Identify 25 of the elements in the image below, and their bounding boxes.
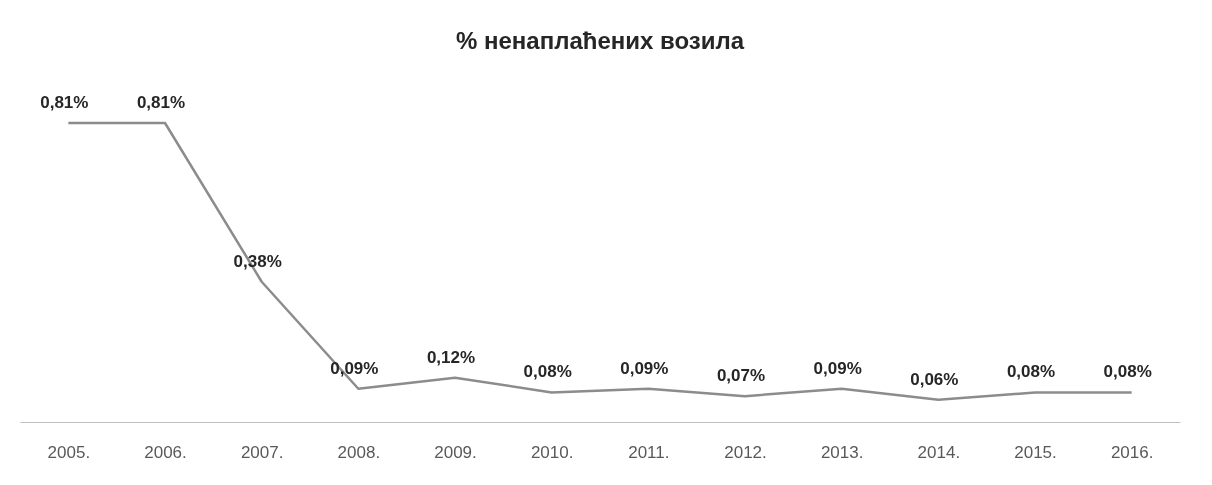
x-tick-label: 2007. bbox=[240, 442, 284, 462]
data-label: 0,81% bbox=[136, 93, 186, 112]
x-tick-label: 2010. bbox=[530, 442, 574, 462]
chart-title: % ненаплаћених возила bbox=[455, 27, 745, 54]
data-label: 0,09% bbox=[620, 358, 669, 378]
x-tick-label: 2006. bbox=[144, 442, 187, 462]
x-tick-label: 2009. bbox=[434, 442, 477, 462]
data-label: 0,38% bbox=[233, 251, 282, 271]
data-label: 0,09% bbox=[813, 358, 862, 378]
data-label: 0,08% bbox=[1006, 362, 1056, 382]
data-label: 0,09% bbox=[330, 358, 379, 378]
data-label: 0,81% bbox=[40, 93, 89, 112]
x-tick-label: 2014. bbox=[917, 442, 961, 462]
data-label: 0,12% bbox=[426, 347, 476, 367]
x-tick-label: 2005. bbox=[47, 442, 91, 462]
data-label: 0,07% bbox=[716, 366, 766, 386]
x-tick-label: 2015. bbox=[1014, 442, 1057, 462]
x-tick-label: 2012. bbox=[724, 442, 767, 462]
x-tick-label: 2016. bbox=[1110, 442, 1154, 462]
data-label: 0,06% bbox=[910, 369, 959, 389]
x-tick-label: 2011. bbox=[628, 442, 670, 462]
x-tick-label: 2013. bbox=[820, 442, 864, 462]
x-tick-label: 2008. bbox=[337, 442, 381, 462]
data-label: 0,08% bbox=[523, 362, 572, 382]
data-label: 0,08% bbox=[1103, 362, 1152, 382]
